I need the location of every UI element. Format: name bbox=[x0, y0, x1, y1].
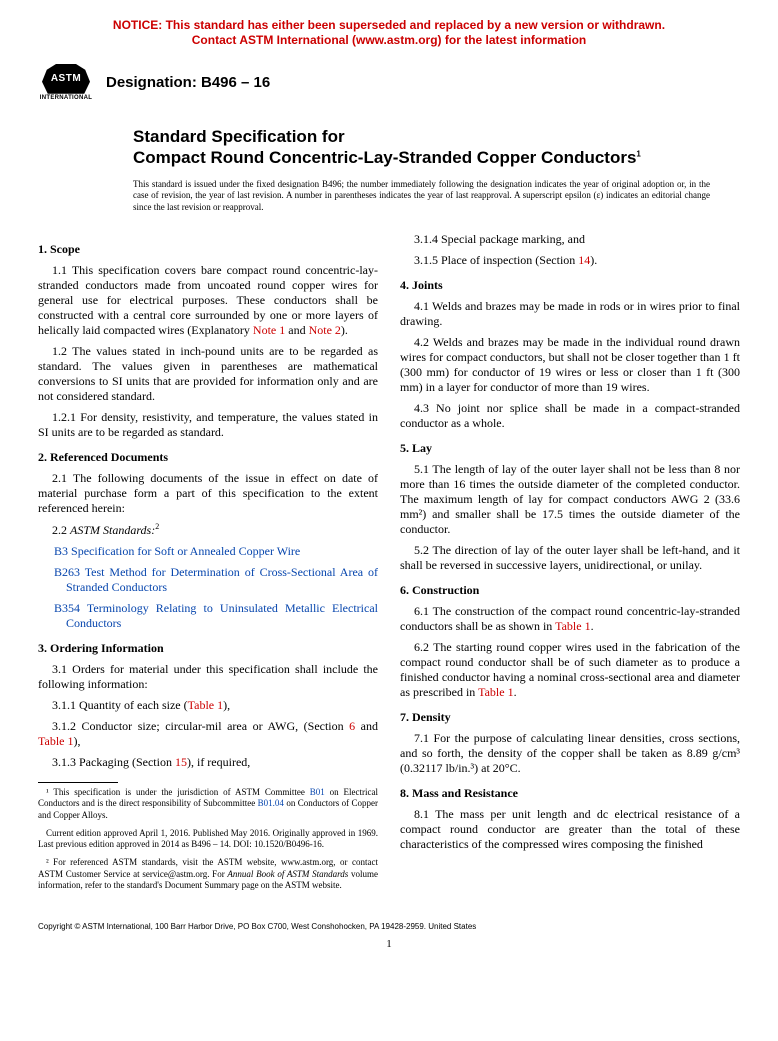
ref-b354: B354 Terminology Relating to Uninsulated… bbox=[52, 601, 378, 631]
link-table1-b[interactable]: Table 1 bbox=[38, 734, 73, 748]
para-3-1-1: 3.1.1 Quantity of each size (Table 1), bbox=[38, 698, 378, 713]
title-line1: Standard Specification for bbox=[133, 126, 740, 147]
para-1-2-1: 1.2.1 For density, resistivity, and temp… bbox=[38, 410, 378, 440]
title-block: Standard Specification for Compact Round… bbox=[133, 126, 740, 169]
link-b263[interactable]: B263 bbox=[54, 565, 80, 579]
ref-b263: B263 Test Method for Determination of Cr… bbox=[52, 565, 378, 595]
footnote-2: ² For referenced ASTM standards, visit t… bbox=[38, 857, 378, 892]
para-4-3: 4.3 No joint nor splice shall be made in… bbox=[400, 401, 740, 431]
link-b0104[interactable]: B01.04 bbox=[258, 798, 284, 808]
astm-logo-sub: INTERNATIONAL bbox=[40, 95, 92, 103]
heading-joints: 4. Joints bbox=[400, 278, 740, 293]
astm-logo: ASTM INTERNATIONAL bbox=[38, 58, 94, 108]
footnotes: ¹ This specification is under the jurisd… bbox=[38, 787, 378, 893]
heading-density: 7. Density bbox=[400, 710, 740, 725]
title-sup: 1 bbox=[636, 150, 640, 159]
body-columns: 1. Scope 1.1 This specification covers b… bbox=[38, 232, 740, 893]
link-section14[interactable]: 14 bbox=[578, 253, 590, 267]
para-5-2: 5.2 The direction of lay of the outer la… bbox=[400, 543, 740, 573]
heading-mass: 8. Mass and Resistance bbox=[400, 786, 740, 801]
para-4-1: 4.1 Welds and brazes may be made in rods… bbox=[400, 299, 740, 329]
link-table1-a[interactable]: Table 1 bbox=[188, 698, 223, 712]
astm-logo-text: ASTM bbox=[42, 64, 90, 94]
designation-text: Designation: B496 – 16 bbox=[106, 74, 270, 93]
heading-ordering: 3. Ordering Information bbox=[38, 641, 378, 656]
notice-line2: Contact ASTM International (www.astm.org… bbox=[38, 33, 740, 48]
link-note2[interactable]: Note 2 bbox=[309, 323, 341, 337]
para-2-2: 2.2 ASTM Standards:2 bbox=[38, 522, 378, 538]
para-1-1: 1.1 This specification covers bare compa… bbox=[38, 263, 378, 338]
page-number: 1 bbox=[38, 938, 740, 952]
heading-scope: 1. Scope bbox=[38, 242, 378, 257]
link-b354[interactable]: B354 bbox=[54, 601, 80, 615]
title-line2: Compact Round Concentric-Lay-Stranded Co… bbox=[133, 147, 740, 168]
heading-refdocs: 2. Referenced Documents bbox=[38, 450, 378, 465]
para-5-1: 5.1 The length of lay of the outer layer… bbox=[400, 462, 740, 537]
issued-note: This standard is issued under the fixed … bbox=[133, 179, 710, 214]
heading-lay: 5. Lay bbox=[400, 441, 740, 456]
para-6-1: 6.1 The construction of the compact roun… bbox=[400, 604, 740, 634]
link-b3[interactable]: B3 bbox=[54, 544, 68, 558]
header: ASTM INTERNATIONAL Designation: B496 – 1… bbox=[38, 58, 740, 108]
para-4-2: 4.2 Welds and brazes may be made in the … bbox=[400, 335, 740, 395]
para-1-2: 1.2 The values stated in inch-pound unit… bbox=[38, 344, 378, 404]
footnote-1: ¹ This specification is under the jurisd… bbox=[38, 787, 378, 822]
footnote-rule bbox=[38, 782, 118, 783]
notice-line1: NOTICE: This standard has either been su… bbox=[38, 18, 740, 33]
link-table1-c[interactable]: Table 1 bbox=[555, 619, 590, 633]
para-3-1: 3.1 Orders for material under this speci… bbox=[38, 662, 378, 692]
footnote-1b: Current edition approved April 1, 2016. … bbox=[38, 828, 378, 851]
link-b01[interactable]: B01 bbox=[310, 787, 325, 797]
para-3-1-2: 3.1.2 Conductor size; circular-mil area … bbox=[38, 719, 378, 749]
footnote-block: ¹ This specification is under the jurisd… bbox=[38, 782, 378, 893]
link-table1-d[interactable]: Table 1 bbox=[478, 685, 513, 699]
para-8-1: 8.1 The mass per unit length and dc elec… bbox=[400, 807, 740, 852]
para-3-1-5: 3.1.5 Place of inspection (Section 14). bbox=[400, 253, 740, 268]
link-note1[interactable]: Note 1 bbox=[253, 323, 285, 337]
ref-b3: B3 Specification for Soft or Annealed Co… bbox=[52, 544, 378, 559]
para-2-1: 2.1 The following documents of the issue… bbox=[38, 471, 378, 516]
notice-banner: NOTICE: This standard has either been su… bbox=[38, 18, 740, 48]
para-6-2: 6.2 The starting round copper wires used… bbox=[400, 640, 740, 700]
para-3-1-4: 3.1.4 Special package marking, and bbox=[400, 232, 740, 247]
heading-construction: 6. Construction bbox=[400, 583, 740, 598]
para-7-1: 7.1 For the purpose of calculating linea… bbox=[400, 731, 740, 776]
para-3-1-3: 3.1.3 Packaging (Section 15), if require… bbox=[38, 755, 378, 770]
link-section15[interactable]: 15 bbox=[175, 755, 187, 769]
copyright: Copyright © ASTM International, 100 Barr… bbox=[38, 922, 740, 932]
